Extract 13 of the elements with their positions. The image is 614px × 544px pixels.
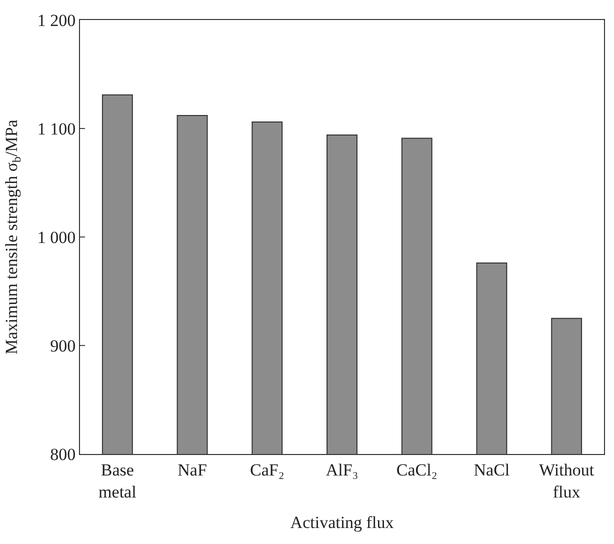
y-tick-label: 1 100 <box>37 119 76 138</box>
x-tick-label: CaF₂ <box>250 460 284 480</box>
x-tick-label: NaF <box>178 460 207 480</box>
x-tick-label: Base metal <box>98 460 137 502</box>
y-tick-label: 900 <box>50 336 76 356</box>
x-tick-label: CaCl₂ <box>396 460 438 480</box>
y-tick-label: 800 <box>50 444 76 464</box>
y-tick-label: 1 000 <box>37 228 76 247</box>
y-tick-label: 1 200 <box>37 10 76 30</box>
x-tick-label: NaCl <box>474 460 510 480</box>
x-axis-title: Activating flux <box>290 512 394 532</box>
x-tick-label: AlF₃ <box>326 460 358 480</box>
x-tick-label: Without flux <box>539 460 594 502</box>
